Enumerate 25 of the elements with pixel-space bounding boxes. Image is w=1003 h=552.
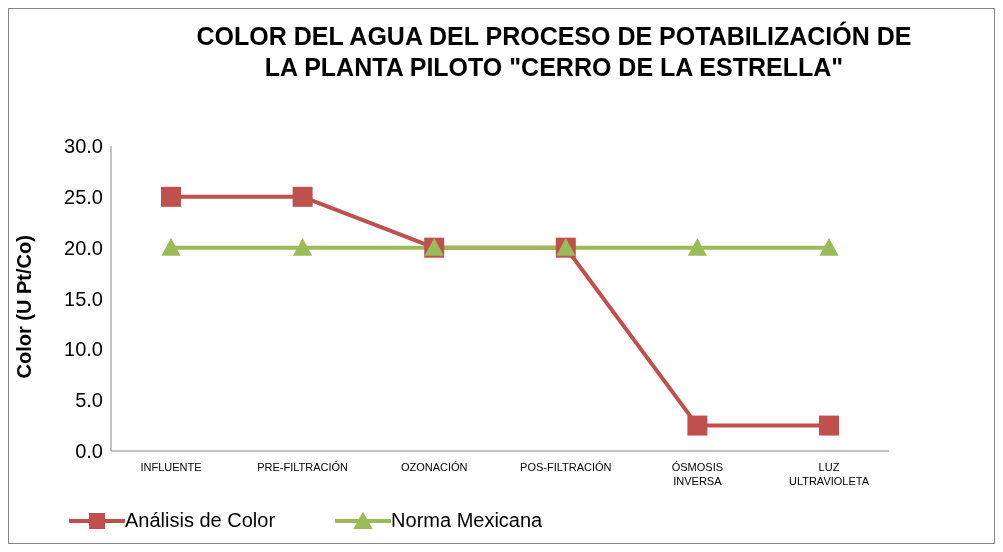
x-tick-label: LUZ ULTRAVIOLETA [788,461,870,487]
y-tick-label: 0.0 [75,440,103,463]
y-tick-label: 25.0 [64,185,103,208]
y-axis-title: Color (U Pt/Co) [13,235,36,379]
x-tick-label: ÓSMOSIS INVERSA [671,461,724,487]
y-tick-label: 30.0 [64,135,103,158]
y-tick-label: 10.0 [64,338,103,361]
x-tick-label: PRE-FILTRACIÓN [257,461,349,473]
legend-label: Análisis de Color [125,509,276,532]
x-tick-label: POS-FILTRACIÓN [520,461,612,473]
x-tick-label: INFLUENTE [140,461,202,473]
y-tick-label: 15.0 [64,287,103,310]
point [161,186,181,207]
point [292,186,313,207]
y-tick-label: 5.0 [75,389,103,412]
chart-title: COLOR DEL AGUA DEL PROCESO DE POTABILIZACIÓN DE LA PLANTA PILOTO "CERRO DE LA ESTRELLA" [195,21,913,83]
point [161,238,181,256]
point [819,238,839,256]
legend-label: Norma Mexicana [391,509,543,532]
x-tick-label: OZONACIÓN [400,461,468,473]
point [687,238,707,256]
point [293,238,313,256]
point [819,415,839,436]
y-tick-label: 20.0 [64,236,103,259]
point [687,415,708,436]
